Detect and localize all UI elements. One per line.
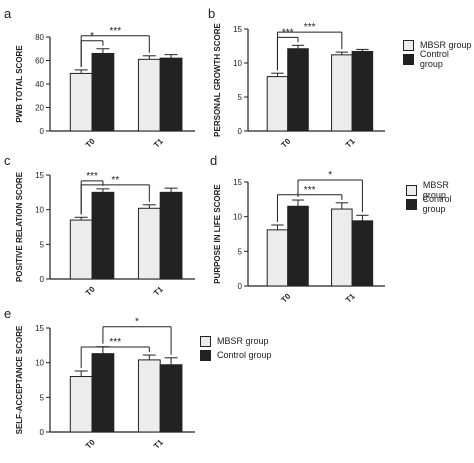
legend-item-control: Control group bbox=[200, 348, 272, 362]
significance-label: *** bbox=[282, 27, 294, 38]
y-tick-label: 5 bbox=[238, 93, 243, 102]
bar bbox=[160, 58, 182, 131]
significance-label: *** bbox=[304, 22, 316, 33]
bar bbox=[70, 377, 92, 432]
bar bbox=[70, 73, 92, 131]
bar bbox=[352, 221, 373, 286]
x-tick-label: T0 bbox=[84, 284, 97, 297]
panel-letter: a bbox=[4, 6, 12, 21]
bar bbox=[288, 49, 309, 131]
y-axis-title: POSITIVE RELATION SCORE bbox=[15, 171, 24, 282]
significance-label: ** bbox=[111, 175, 119, 186]
y-tick-label: 5 bbox=[40, 393, 45, 402]
y-tick-label: 80 bbox=[35, 33, 44, 42]
bar bbox=[92, 354, 114, 432]
significance-label: * bbox=[135, 317, 139, 328]
x-tick-label: T1 bbox=[344, 291, 357, 304]
legend-swatch-control bbox=[403, 54, 414, 65]
panel-letter: d bbox=[210, 153, 217, 168]
significance-label: *** bbox=[86, 171, 98, 182]
bar bbox=[138, 59, 160, 131]
legend-label-control: Control group bbox=[423, 194, 474, 214]
significance-label: * bbox=[328, 170, 332, 181]
y-tick-label: 20 bbox=[35, 104, 44, 113]
x-tick-label: T1 bbox=[152, 136, 165, 149]
bar bbox=[160, 192, 182, 279]
legend-middle: MBSR group Control group bbox=[406, 183, 474, 211]
panel-letter: b bbox=[208, 6, 215, 21]
bar bbox=[332, 55, 353, 131]
x-tick-label: T1 bbox=[152, 437, 165, 450]
bar bbox=[138, 208, 160, 279]
y-tick-label: 15 bbox=[35, 324, 44, 333]
significance-label: *** bbox=[109, 337, 121, 348]
bar bbox=[352, 51, 373, 131]
y-tick-label: 5 bbox=[238, 247, 243, 256]
bar bbox=[267, 77, 288, 131]
bar bbox=[92, 53, 114, 131]
legend-swatch-control bbox=[406, 199, 417, 210]
y-tick-label: 60 bbox=[35, 57, 44, 66]
x-tick-label: T1 bbox=[344, 136, 357, 149]
bar bbox=[138, 360, 160, 432]
bar bbox=[92, 192, 114, 279]
y-tick-label: 0 bbox=[40, 127, 45, 136]
x-tick-label: T0 bbox=[279, 136, 292, 149]
y-tick-label: 5 bbox=[40, 240, 45, 249]
y-tick-label: 0 bbox=[40, 428, 45, 437]
bar bbox=[288, 206, 309, 286]
y-tick-label: 15 bbox=[35, 171, 44, 180]
bar bbox=[160, 365, 182, 432]
y-axis-title: PERSONAL GROWTH SCORE bbox=[213, 23, 222, 137]
y-tick-label: 10 bbox=[233, 213, 242, 222]
legend-swatch-mbsr bbox=[406, 185, 417, 196]
x-tick-label: T0 bbox=[279, 291, 292, 304]
legend-swatch-mbsr bbox=[200, 336, 211, 347]
panel-letter: e bbox=[4, 306, 11, 321]
panel-letter: c bbox=[4, 153, 11, 168]
legend-item-mbsr: MBSR group bbox=[200, 334, 272, 348]
legend-label-control: Control group bbox=[420, 49, 474, 69]
significance-label: *** bbox=[304, 185, 316, 196]
y-tick-label: 0 bbox=[238, 282, 243, 291]
bar bbox=[332, 209, 353, 286]
bar bbox=[267, 230, 288, 286]
legend-bottom: MBSR group Control group bbox=[200, 334, 272, 362]
legend-item-control: Control group bbox=[403, 52, 474, 66]
x-tick-label: T0 bbox=[84, 437, 97, 450]
bar bbox=[70, 220, 92, 279]
y-tick-label: 15 bbox=[233, 178, 242, 187]
y-tick-label: 40 bbox=[35, 80, 44, 89]
legend-item-control: Control group bbox=[406, 197, 474, 211]
significance-label: *** bbox=[109, 26, 121, 37]
y-axis-title: SELF-ACCEPTANCE SCORE bbox=[15, 325, 24, 434]
legend-top: MBSR group Control group bbox=[403, 38, 474, 66]
y-tick-label: 0 bbox=[238, 127, 243, 136]
y-tick-label: 10 bbox=[35, 206, 44, 215]
y-tick-label: 10 bbox=[35, 359, 44, 368]
y-axis-title: PURPOSE IN LIFE SCORE bbox=[213, 184, 222, 284]
y-axis-title: PWB TOTAL SCORE bbox=[15, 45, 24, 123]
y-tick-label: 10 bbox=[233, 59, 242, 68]
y-tick-label: 15 bbox=[233, 25, 242, 34]
legend-swatch-control bbox=[200, 350, 211, 361]
y-tick-label: 0 bbox=[40, 275, 45, 284]
legend-swatch-mbsr bbox=[403, 40, 414, 51]
legend-label-mbsr: MBSR group bbox=[217, 336, 269, 346]
x-tick-label: T0 bbox=[84, 136, 97, 149]
legend-label-control: Control group bbox=[217, 350, 272, 360]
x-tick-label: T1 bbox=[152, 284, 165, 297]
